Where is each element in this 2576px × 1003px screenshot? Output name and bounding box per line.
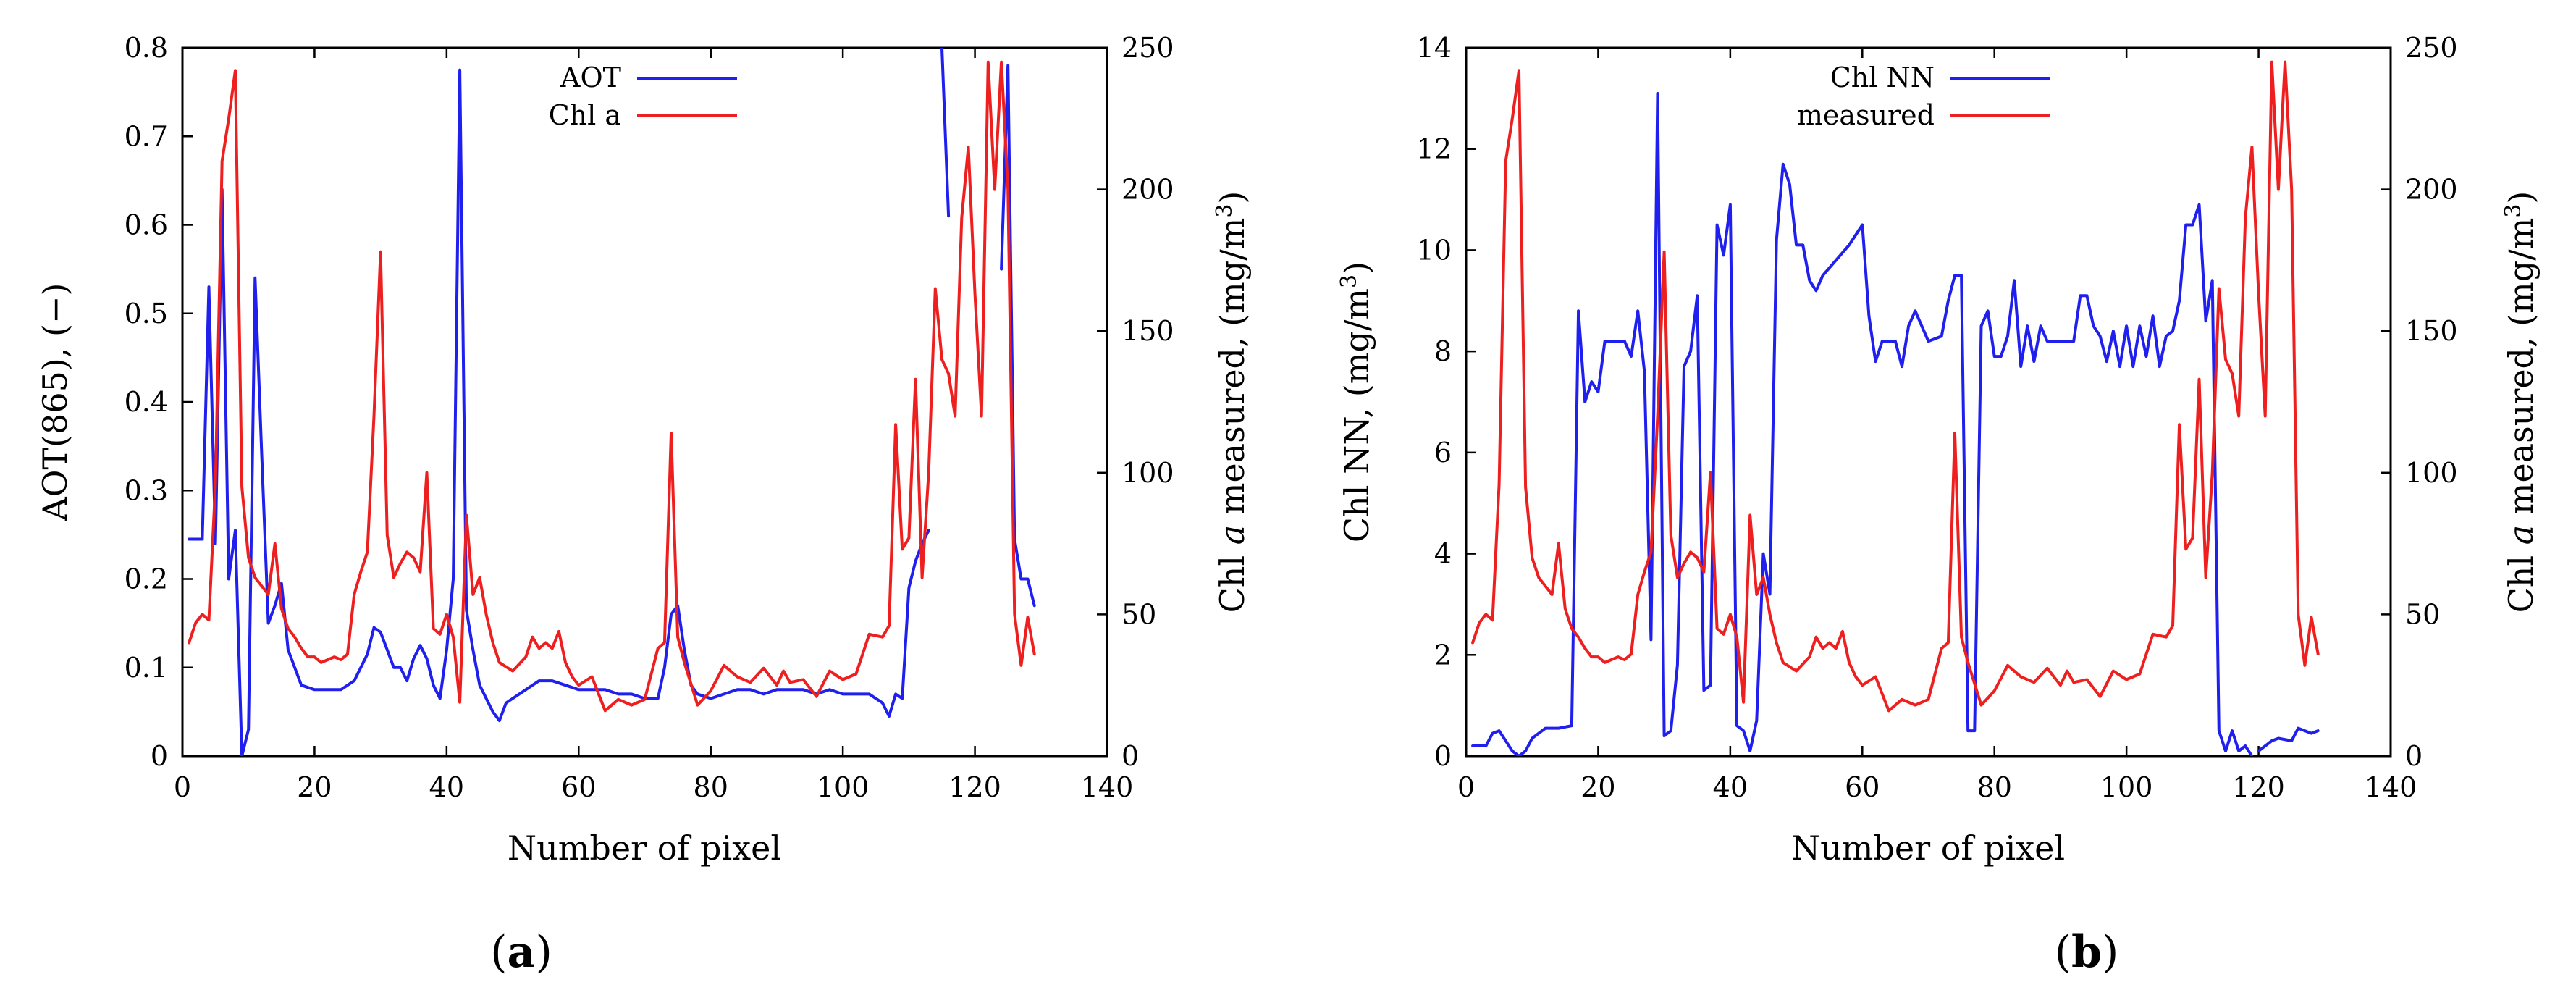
panel-b-caption-close: ): [2102, 927, 2118, 978]
panel-a-caption-letter: a: [508, 927, 536, 978]
panel-b-left-tick-label: 8: [1434, 335, 1452, 367]
panel-b-right-tick-label: 50: [2405, 598, 2440, 630]
panel-a-x-tick-label: 80: [694, 771, 728, 803]
panel-a-left-tick-label: 0.3: [125, 474, 168, 506]
panel-b-series-measured: [1471, 60, 2320, 713]
panel-b-x-tick-label: 60: [1845, 771, 1880, 803]
panel-b-caption-open: (: [2055, 927, 2071, 978]
panel-b-right-tick-label: 100: [2405, 457, 2458, 489]
panel-a-left-tick-label: 0.8: [125, 32, 168, 64]
panel-b-right-label-post: measured, (mg/m: [2501, 218, 2541, 525]
panel-a-x-tick-label: 20: [297, 771, 332, 803]
panel-a-right-tick-label: 250: [1121, 32, 1174, 64]
panel-b-right-label-sup: 3: [2501, 204, 2526, 218]
panel-a-left-axis-label: AOT(865), (−): [35, 283, 75, 522]
panel-a-right-label-pre: Chl: [1213, 545, 1252, 613]
panel-b-x-tick-label: 40: [1713, 771, 1748, 803]
panel-a-left-tick-label: 0.6: [125, 209, 168, 241]
panel-a-series-group: [188, 48, 1036, 756]
panel-b-x-tick-label: 100: [2100, 771, 2153, 803]
panel-b-right-label-pre: Chl: [2501, 545, 2541, 613]
panel-b-x-tick-label: 20: [1580, 771, 1615, 803]
panel-a-right-tick-label: 100: [1121, 457, 1174, 489]
panel-b-right-label-end: ): [2501, 191, 2541, 204]
panel-a-right-tick-label: 50: [1121, 598, 1156, 630]
panel-a-chart: 0 20 40 60 80 100 120 14000.10.20.30.40.50.60.7…: [35, 32, 1252, 978]
panel-a-series-aot: [1000, 64, 1036, 608]
panel-b-left-label-sup: 3: [1337, 274, 1362, 288]
panel-b-series-chl-nn: [1471, 91, 2254, 756]
panel-b-series-chl-nn: [2257, 726, 2320, 752]
panel-a-right-tick-label: 0: [1121, 740, 1139, 772]
panel-b-plot-frame: [1465, 46, 2392, 758]
panel-a-legend-label-aot: AOT: [560, 62, 621, 93]
panel-b-right-label-italic: a: [2501, 525, 2541, 545]
panel-a-legend-label-chl: Chl a: [549, 99, 621, 131]
panel-b-left-axis-label: Chl NN, (mg/m3): [1337, 261, 1377, 542]
panel-b-series-group: [1471, 60, 2320, 756]
panel-a-left-tick-label: 0.5: [125, 298, 168, 330]
panel-b-legend-label-chlnn: Chl NN: [1830, 62, 1935, 93]
panel-a-x-tick-label: 120: [948, 771, 1001, 803]
panel-b-left-tick-label: 6: [1434, 437, 1452, 469]
panel-a-x-tick-label: 140: [1081, 771, 1134, 803]
panel-a-x-tick-label: 60: [561, 771, 596, 803]
panel-a-right-axis-label: Chl a measured, (mg/m3): [1212, 191, 1253, 613]
panel-a-left-tick-label: 0.7: [125, 120, 168, 152]
panel-b-left-tick-label: 4: [1434, 538, 1452, 570]
panel-a-series-aot: [188, 68, 930, 756]
panel-a-x-tick-label: 100: [817, 771, 870, 803]
panel-a-caption-open: (: [490, 927, 507, 978]
panel-b-right-tick-label: 150: [2405, 315, 2458, 347]
panel-b-left-tick-label: 12: [1417, 133, 1452, 165]
panel-b-x-tick-label: 80: [1977, 771, 2012, 803]
panel-b-chart: 0 20 40 60 80 100 120 1400246810121405010015020…: [1337, 32, 2541, 978]
panel-b-left-tick-label: 2: [1434, 639, 1452, 671]
panel-a-caption: (a): [490, 927, 552, 978]
panel-a-right-label-end: ): [1213, 191, 1252, 204]
panel-a-right-label-sup: 3: [1212, 204, 1237, 218]
panel-b-legend-label-measured: measured: [1797, 99, 1935, 131]
panel-a-legend: AOT Chl a: [549, 62, 737, 131]
panel-b-left-tick-label: 10: [1417, 234, 1452, 266]
panel-b-x-tick-label: 120: [2232, 771, 2285, 803]
panel-b-right-tick-label: 0: [2405, 740, 2423, 772]
panel-a-left-tick-label: 0: [151, 740, 168, 772]
panel-a-right-label-italic: a: [1213, 525, 1252, 545]
panel-a-right-label-post: measured, (mg/m: [1213, 218, 1252, 525]
panel-b-caption: (b): [2055, 927, 2119, 978]
panel-a-ticks: 0 20 40 60 80 100 120 14000.10.20.30.40.50.60.7…: [125, 32, 1174, 803]
panel-b-x-axis-label: Number of pixel: [1791, 828, 2065, 868]
panel-b-right-tick-label: 250: [2405, 32, 2458, 64]
panel-a-series-aot: [940, 48, 951, 218]
panel-b-right-tick-label: 200: [2405, 174, 2458, 206]
panel-a-x-tick-label: 40: [429, 771, 464, 803]
panel-b-x-tick-label: 0: [1457, 771, 1475, 803]
panel-b-left-label-pre: Chl NN, (mg/m: [1337, 288, 1376, 542]
panel-a-left-tick-label: 0.1: [125, 652, 168, 684]
panel-a-series-chl-a: [188, 60, 1036, 713]
panel-a-caption-close: ): [535, 927, 552, 978]
panel-b-legend: Chl NN measured: [1797, 62, 2050, 131]
panel-a-left-tick-label: 0.4: [125, 386, 168, 418]
panel-b-ticks: 0 20 40 60 80 100 120 1400246810121405010015020…: [1417, 32, 2458, 803]
panel-b-caption-letter: b: [2071, 927, 2102, 978]
panel-b-left-tick-label: 0: [1434, 740, 1452, 772]
panel-b-left-label-end: ): [1337, 261, 1376, 274]
panel-b-right-axis-label: Chl a measured, (mg/m3): [2501, 191, 2541, 613]
panel-a-x-axis-label: Number of pixel: [508, 828, 781, 868]
panel-b-left-tick-label: 14: [1417, 32, 1452, 64]
panel-a-right-tick-label: 200: [1121, 174, 1174, 206]
panel-b-x-tick-label: 140: [2365, 771, 2417, 803]
panel-a-x-tick-label: 0: [174, 771, 191, 803]
panel-a-right-tick-label: 150: [1121, 315, 1174, 347]
panel-a-left-tick-label: 0.2: [125, 563, 168, 595]
